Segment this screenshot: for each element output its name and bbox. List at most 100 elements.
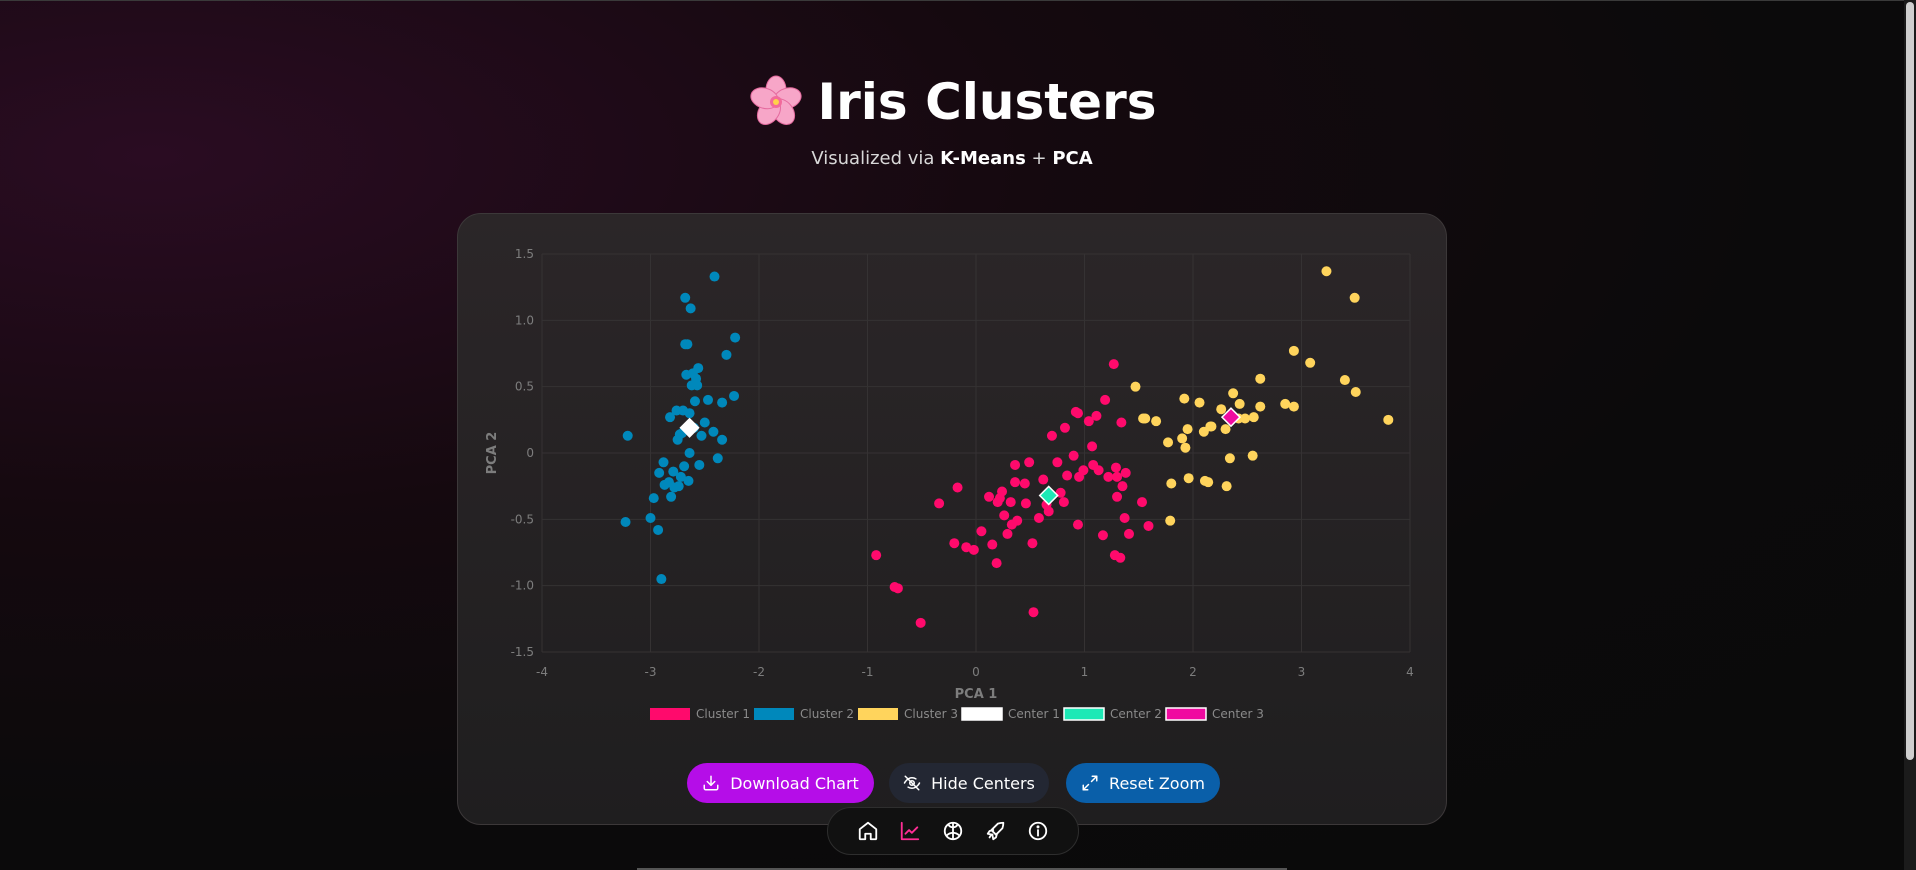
legend-item-2[interactable]: Cluster 2 bbox=[754, 707, 854, 721]
data-point-cluster-1[interactable] bbox=[1091, 410, 1102, 421]
data-point-cluster-3[interactable] bbox=[1248, 412, 1259, 423]
data-point-cluster-1[interactable] bbox=[1103, 471, 1114, 482]
scatter-chart[interactable]: -4 -3 -2 -1 0 1 2 3 4 1.5 1.0 0.5 0 -0.5 -1.0 -1.5 PCA … bbox=[458, 214, 1448, 754]
data-point-cluster-3[interactable] bbox=[1255, 401, 1266, 412]
data-point-cluster-3[interactable] bbox=[1280, 398, 1291, 409]
data-point-cluster-3[interactable] bbox=[1194, 397, 1205, 408]
data-point-cluster-1[interactable] bbox=[952, 482, 963, 493]
data-point-cluster-3[interactable] bbox=[1182, 424, 1193, 435]
legend-item-4[interactable]: Center 1 bbox=[961, 707, 1060, 721]
data-point-cluster-1[interactable] bbox=[968, 544, 979, 555]
legend-item-6[interactable]: Center 3 bbox=[1165, 707, 1264, 721]
data-point-cluster-1[interactable] bbox=[915, 617, 926, 628]
data-point-cluster-1[interactable] bbox=[984, 491, 995, 502]
data-point-cluster-1[interactable] bbox=[1043, 506, 1054, 517]
nav-rocket[interactable] bbox=[981, 816, 1011, 846]
data-point-cluster-1[interactable] bbox=[1046, 430, 1057, 441]
data-point-cluster-2[interactable] bbox=[673, 481, 684, 492]
data-point-cluster-1[interactable] bbox=[1093, 465, 1104, 476]
data-point-cluster-3[interactable] bbox=[1130, 381, 1141, 392]
data-point-cluster-1[interactable] bbox=[1028, 607, 1039, 618]
data-point-cluster-2[interactable] bbox=[694, 459, 705, 470]
data-point-cluster-2[interactable] bbox=[645, 513, 656, 524]
data-point-cluster-2[interactable] bbox=[666, 491, 677, 502]
data-point-cluster-1[interactable] bbox=[991, 558, 1002, 569]
data-point-cluster-1[interactable] bbox=[1112, 491, 1123, 502]
page-scrollbar[interactable] bbox=[1904, 0, 1916, 870]
data-point-cluster-1[interactable] bbox=[1078, 465, 1089, 476]
data-point-cluster-2[interactable] bbox=[717, 397, 728, 408]
data-point-cluster-2[interactable] bbox=[730, 332, 741, 343]
data-point-cluster-2[interactable] bbox=[693, 363, 704, 374]
data-point-cluster-3[interactable] bbox=[1151, 416, 1162, 427]
data-point-cluster-3[interactable] bbox=[1205, 421, 1216, 432]
data-point-cluster-3[interactable] bbox=[1288, 345, 1299, 356]
data-point-cluster-2[interactable] bbox=[656, 574, 667, 585]
data-point-cluster-1[interactable] bbox=[1120, 467, 1131, 478]
data-point-cluster-2[interactable] bbox=[729, 390, 740, 401]
data-point-cluster-2[interactable] bbox=[679, 461, 690, 472]
data-point-cluster-3[interactable] bbox=[1240, 413, 1251, 424]
data-point-cluster-2[interactable] bbox=[620, 516, 631, 527]
data-point-cluster-2[interactable] bbox=[721, 349, 732, 360]
data-point-cluster-1[interactable] bbox=[1020, 498, 1031, 509]
data-point-cluster-3[interactable] bbox=[1350, 386, 1361, 397]
data-point-cluster-1[interactable] bbox=[1110, 462, 1121, 473]
data-point-cluster-2[interactable] bbox=[654, 467, 665, 478]
data-point-cluster-1[interactable] bbox=[1119, 513, 1130, 524]
nav-chart[interactable] bbox=[895, 816, 925, 846]
data-point-cluster-3[interactable] bbox=[1179, 393, 1190, 404]
data-point-cluster-3[interactable] bbox=[1138, 413, 1149, 424]
data-point-cluster-2[interactable] bbox=[684, 408, 695, 419]
data-point-cluster-3[interactable] bbox=[1305, 357, 1316, 368]
data-point-cluster-2[interactable] bbox=[665, 412, 676, 423]
data-point-cluster-1[interactable] bbox=[997, 486, 1008, 497]
data-point-cluster-1[interactable] bbox=[999, 510, 1010, 521]
data-point-cluster-1[interactable] bbox=[1097, 530, 1108, 541]
data-point-cluster-2[interactable] bbox=[696, 430, 707, 441]
data-point-cluster-1[interactable] bbox=[1112, 471, 1123, 482]
data-point-cluster-1[interactable] bbox=[1083, 416, 1094, 427]
data-point-cluster-2[interactable] bbox=[653, 524, 664, 535]
data-point-cluster-2[interactable] bbox=[668, 466, 679, 477]
nav-info[interactable] bbox=[1023, 816, 1053, 846]
data-point-cluster-2[interactable] bbox=[699, 417, 710, 428]
data-point-cluster-2[interactable] bbox=[680, 292, 691, 303]
legend-item-5[interactable]: Center 2 bbox=[1063, 707, 1162, 721]
data-point-cluster-1[interactable] bbox=[987, 539, 998, 550]
data-point-cluster-1[interactable] bbox=[961, 542, 972, 553]
cluster-centers[interactable] bbox=[679, 407, 1242, 506]
scrollbar-thumb[interactable] bbox=[1906, 2, 1914, 760]
data-point-cluster-2[interactable] bbox=[689, 396, 700, 407]
data-point-cluster-1[interactable] bbox=[1143, 520, 1154, 531]
data-point-cluster-2[interactable] bbox=[683, 475, 694, 486]
data-point-cluster-1[interactable] bbox=[1058, 497, 1069, 508]
data-point-cluster-1[interactable] bbox=[1115, 552, 1126, 563]
data-point-cluster-1[interactable] bbox=[1033, 513, 1044, 524]
data-point-cluster-1[interactable] bbox=[1052, 457, 1063, 468]
data-point-cluster-1[interactable] bbox=[1010, 477, 1021, 488]
data-point-cluster-3[interactable] bbox=[1224, 453, 1235, 464]
data-point-cluster-2[interactable] bbox=[675, 471, 686, 482]
data-point-cluster-1[interactable] bbox=[934, 498, 945, 509]
data-point-cluster-1[interactable] bbox=[1116, 417, 1127, 428]
download-chart-button[interactable]: Download Chart bbox=[687, 763, 874, 803]
data-point-cluster-1[interactable] bbox=[892, 583, 903, 594]
data-point-cluster-3[interactable] bbox=[1203, 477, 1214, 488]
data-point-cluster-1[interactable] bbox=[871, 550, 882, 561]
reset-zoom-button[interactable]: Reset Zoom bbox=[1066, 763, 1220, 803]
data-point-cluster-1[interactable] bbox=[1024, 457, 1035, 468]
data-point-cluster-1[interactable] bbox=[949, 538, 960, 549]
data-point-cluster-3[interactable] bbox=[1288, 401, 1299, 412]
cluster-center-1[interactable] bbox=[679, 417, 700, 438]
data-point-cluster-3[interactable] bbox=[1166, 478, 1177, 489]
legend-item-1[interactable]: Cluster 1 bbox=[650, 707, 750, 721]
hide-centers-button[interactable]: Hide Centers bbox=[889, 763, 1049, 803]
data-point-cluster-2[interactable] bbox=[712, 453, 723, 464]
data-point-cluster-3[interactable] bbox=[1339, 375, 1350, 386]
data-point-cluster-3[interactable] bbox=[1221, 481, 1232, 492]
data-point-cluster-1[interactable] bbox=[1062, 470, 1073, 481]
data-point-cluster-2[interactable] bbox=[703, 394, 714, 405]
data-point-cluster-1[interactable] bbox=[1108, 359, 1119, 370]
data-point-cluster-1[interactable] bbox=[1117, 481, 1128, 492]
